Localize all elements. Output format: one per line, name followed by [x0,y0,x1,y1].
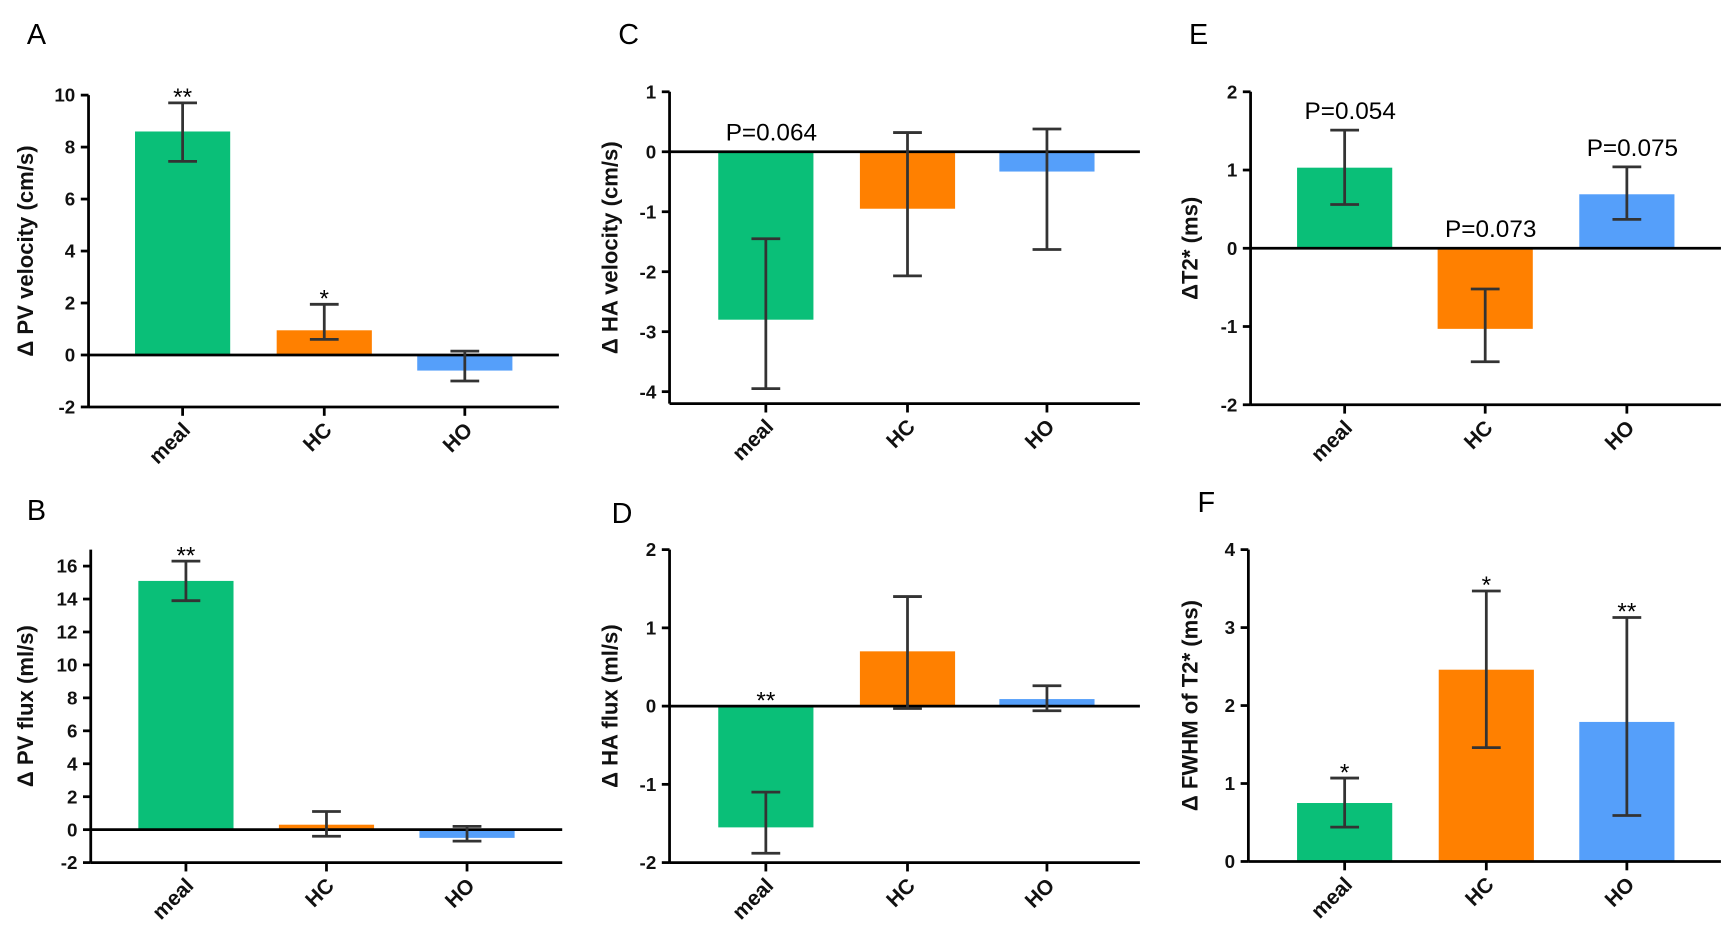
y-tick-label: 3 [1225,617,1235,638]
y-axis-label: Δ HA flux (ml/s) [598,624,623,788]
panel-c: C Δ HA velocity (cm/s) -4 -3 -2 -1 0 1 meal P=0.0… [598,19,1140,465]
panel-letter: A [27,19,47,51]
significance-annotation: ** [176,542,195,569]
y-tick-label: 8 [65,137,75,158]
y-tick-label: 6 [65,189,75,210]
x-tick-label: HC [1461,873,1499,911]
y-tick-label: 10 [57,655,78,676]
x-tick-label: HO [441,874,480,913]
significance-annotation: * [1482,572,1492,599]
significance-annotation: ** [756,687,775,714]
y-tick-label: 0 [65,345,75,366]
y-tick-label: 10 [54,85,75,106]
y-tick-label: -2 [61,852,78,873]
y-tick-label: -2 [640,852,657,873]
panel-letter: F [1198,487,1216,519]
y-tick-label: 14 [57,589,78,610]
x-tick-label: meal [1307,873,1357,923]
y-tick-label: 12 [57,622,78,643]
x-tick-label: HC [882,415,920,453]
x-tick-label: HC [882,874,920,912]
y-tick-label: 0 [646,141,656,162]
panel-letter: D [612,498,633,530]
x-tick-label: HC [1460,416,1498,454]
y-tick-label: -1 [640,201,657,222]
y-tick-label: 0 [646,696,656,717]
significance-annotation: ** [1617,599,1636,626]
y-tick-label: 4 [1225,539,1236,560]
y-axis-label: Δ HA velocity (cm/s) [598,141,623,354]
bar-meal [138,580,234,830]
x-tick-label: HO [1021,415,1060,454]
panel-e: E ΔT2* (ms) -2 -1 0 1 2 meal P=0.054 HC P=0.073 HO P… [1177,19,1721,466]
y-tick-label: 1 [1227,160,1237,181]
y-tick-label: 2 [65,293,75,314]
y-axis-label: Δ FWHM of T2* (ms) [1177,600,1202,811]
panel-a: A Δ PV velocity (cm/s) -2 0 2 4 6 8 10 meal ** HC * H… [13,19,559,469]
x-tick-label: HC [301,874,339,912]
y-tick-label: -3 [640,321,657,342]
panel-letter: C [618,19,639,51]
y-tick-label: 0 [1227,238,1237,259]
y-axis-label: ΔT2* (ms) [1177,197,1202,300]
x-tick-label: meal [148,874,198,924]
y-tick-label: 0 [1225,851,1235,872]
y-tick-label: 2 [646,539,656,560]
y-tick-label: -2 [59,397,76,418]
bar-meal [135,131,231,355]
panel-b: B Δ PV flux (ml/s) -2 0 2 4 6 8 10 12 14 16 meal ** HC… [13,495,563,924]
y-tick-label: 6 [67,720,77,741]
significance-annotation: P=0.054 [1305,98,1396,125]
y-tick-label: -1 [640,774,657,795]
significance-annotation: P=0.064 [726,120,817,147]
significance-annotation: * [1340,759,1350,786]
y-tick-label: 2 [67,786,77,807]
panel-d: D Δ HA flux (ml/s) -2 -1 0 1 2 meal ** HC HO [598,498,1140,924]
x-tick-label: meal [1307,416,1357,466]
significance-annotation: * [320,286,330,313]
x-tick-label: HO [1601,416,1640,455]
y-tick-label: 0 [67,819,77,840]
x-tick-label: HO [1601,873,1640,912]
x-tick-label: meal [728,874,778,924]
y-tick-label: -1 [1221,316,1238,337]
y-tick-label: 2 [1227,81,1237,102]
y-tick-label: 1 [646,618,656,639]
x-tick-label: meal [728,415,778,465]
x-tick-label: HO [439,419,478,458]
panel-letter: B [27,495,46,527]
y-tick-label: -2 [640,261,657,282]
significance-annotation: ** [173,84,192,111]
y-axis-label: Δ PV velocity (cm/s) [13,145,38,356]
y-tick-label: 4 [65,241,76,262]
x-tick-label: HO [1021,874,1060,913]
x-tick-label: meal [145,419,195,469]
y-tick-label: 4 [67,753,78,774]
y-tick-label: -2 [1221,394,1238,415]
y-tick-label: -4 [640,381,657,402]
y-axis-label: Δ PV flux (ml/s) [13,625,38,787]
y-tick-label: 1 [1225,773,1235,794]
y-tick-label: 2 [1225,695,1235,716]
significance-annotation: P=0.073 [1445,216,1536,243]
significance-annotation: P=0.075 [1587,135,1678,162]
x-tick-label: HC [299,419,337,457]
panel-letter: E [1189,19,1208,51]
panel-f: F Δ FWHM of T2* (ms) 0 1 2 3 4 meal * HC * HO ** [1177,487,1721,923]
y-tick-label: 8 [67,688,77,709]
y-tick-label: 16 [57,556,78,577]
y-tick-label: 1 [646,81,656,102]
